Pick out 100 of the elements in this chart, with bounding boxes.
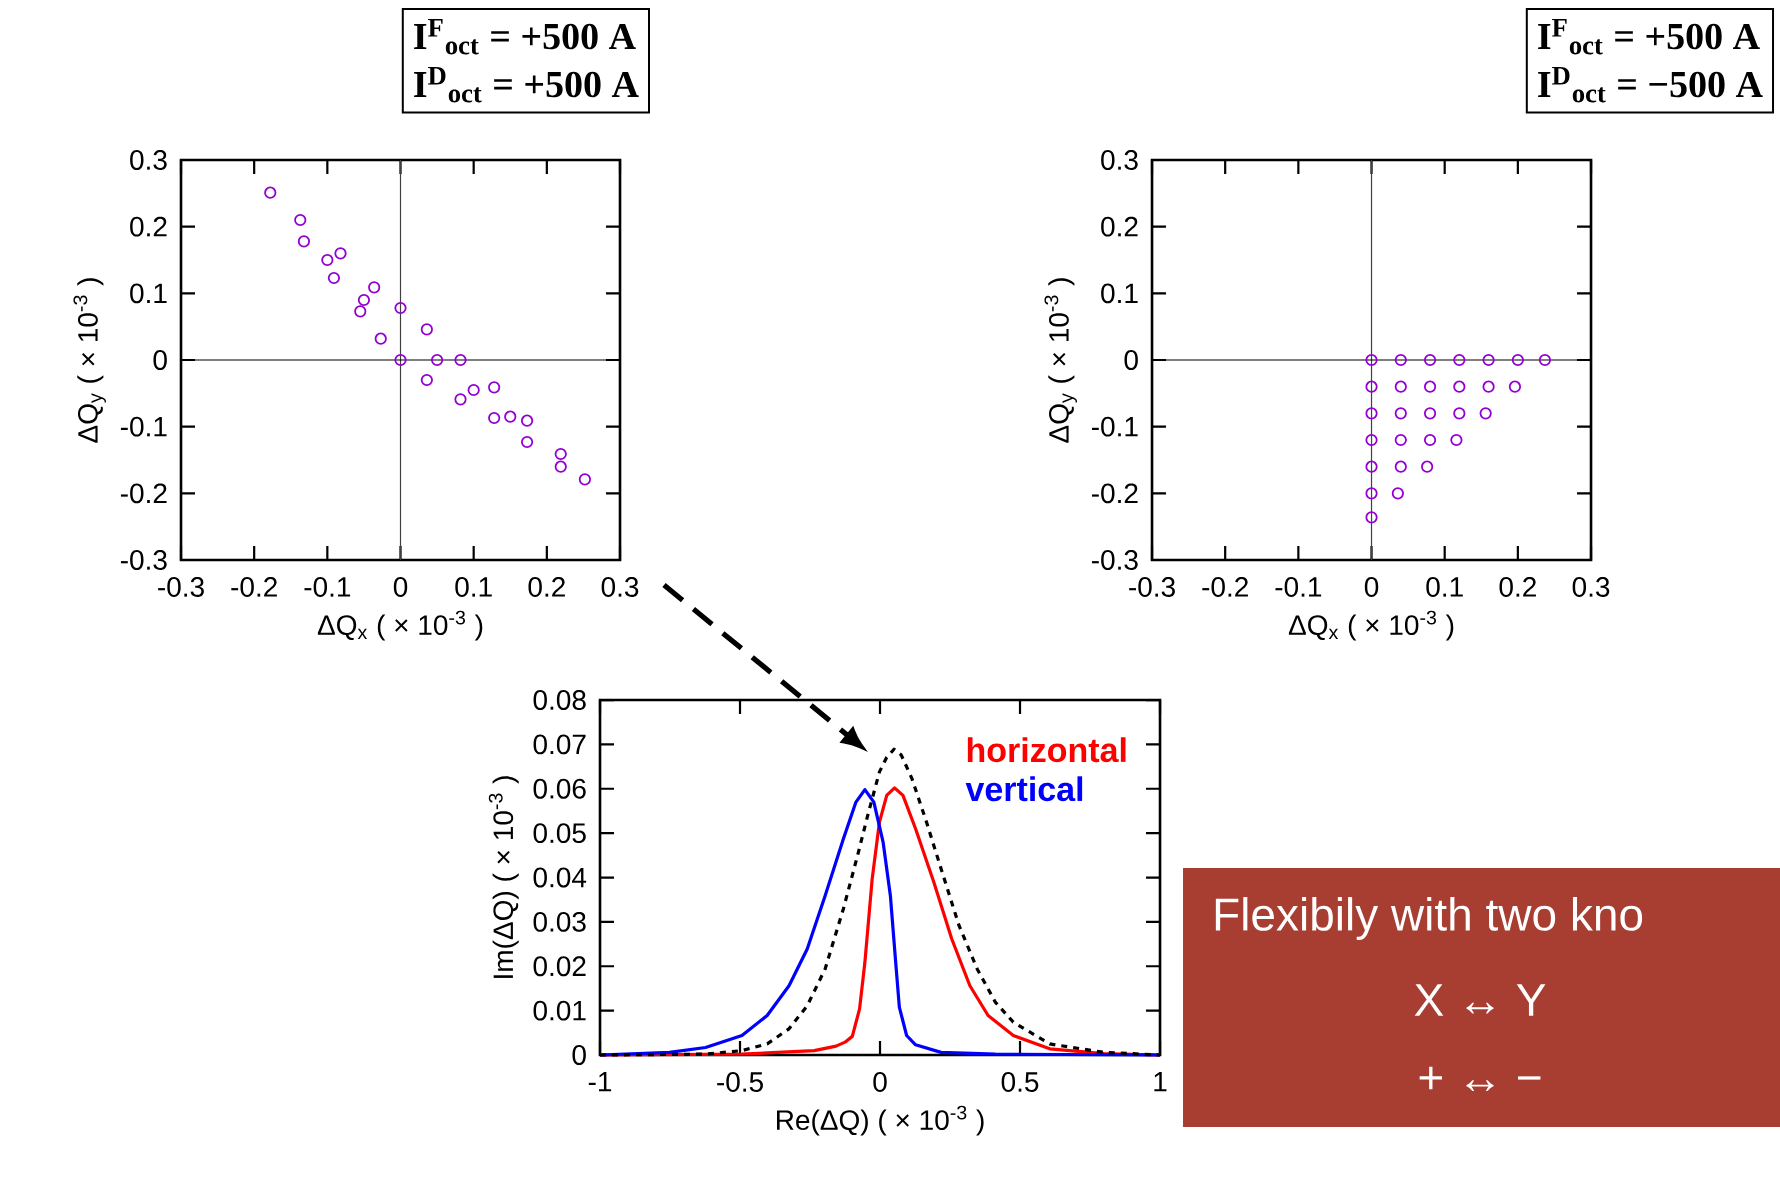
x-axis-title: ΔQ$_{x}$ ( × 10$^{-3}$ ) xyxy=(1288,610,1454,641)
point xyxy=(374,332,387,345)
y-axis-title: Im(ΔQ) ( × 10$^{-3}$ ) xyxy=(488,776,519,978)
point xyxy=(1423,407,1437,420)
y-tick-label: 0 xyxy=(153,350,167,370)
point xyxy=(454,353,467,367)
point xyxy=(1450,433,1463,447)
x-tick-label: 0.2 xyxy=(1499,577,1536,597)
point xyxy=(420,323,433,336)
x-tick-label: 0 xyxy=(873,1072,887,1092)
point xyxy=(354,305,367,318)
x-tick-label: -0.1 xyxy=(304,577,351,597)
y-tick-label: 0.3 xyxy=(1101,150,1138,170)
text: I$^{F}$$_{oct}$ = +500 A xyxy=(1538,19,1760,55)
point xyxy=(520,435,534,449)
point xyxy=(488,381,501,394)
point xyxy=(327,271,341,285)
point xyxy=(264,186,277,199)
y-tick-label: -0.1 xyxy=(120,416,167,437)
point xyxy=(420,373,433,387)
point xyxy=(520,414,534,427)
y-tick-label: 0.2 xyxy=(130,216,167,237)
text: horizontal xyxy=(967,737,1126,763)
y-tick-label: -0.3 xyxy=(1091,550,1138,570)
point xyxy=(1508,380,1522,393)
point xyxy=(554,460,567,473)
point xyxy=(1423,433,1437,447)
point xyxy=(1423,380,1437,393)
point xyxy=(1391,487,1404,500)
point xyxy=(1453,407,1466,420)
x-tick-label: 0.3 xyxy=(601,577,639,597)
y-tick-label: 0.2 xyxy=(1101,216,1138,237)
point xyxy=(1511,353,1524,367)
point xyxy=(1421,460,1434,473)
y-tick-label: 0.07 xyxy=(533,734,586,755)
y-tick-label: 0.3 xyxy=(130,150,167,170)
y-tick-label: -0.1 xyxy=(1091,416,1138,437)
point xyxy=(504,410,517,423)
point xyxy=(1482,380,1495,393)
y-tick-label: -0.2 xyxy=(120,483,167,504)
point xyxy=(554,447,567,461)
point xyxy=(1365,353,1378,367)
point xyxy=(1394,407,1407,420)
point xyxy=(1394,380,1407,393)
text: Flexibily with two kno xyxy=(1215,897,1643,940)
text: vertical xyxy=(965,776,1083,802)
x-tick-label: 0.1 xyxy=(455,577,492,597)
point xyxy=(1479,407,1492,420)
point xyxy=(321,253,334,267)
y-tick-label: 0.06 xyxy=(533,778,586,799)
point xyxy=(1365,487,1378,500)
text: + ↔ − xyxy=(1419,1066,1541,1092)
y-tick-label: 0 xyxy=(572,1045,586,1065)
text: I$^{F}$$_{oct}$ = +500 A xyxy=(414,19,636,55)
text: I$^{D}$$_{oct}$ = −500 A xyxy=(1538,67,1763,103)
y-tick-label: 0.05 xyxy=(533,823,586,844)
y-tick-label: -0.3 xyxy=(120,550,167,570)
point xyxy=(1482,353,1495,367)
point xyxy=(1365,511,1378,524)
x-tick-label: -1 xyxy=(588,1072,612,1092)
point xyxy=(294,213,307,227)
x-tick-label: 0.5 xyxy=(1001,1072,1039,1092)
y-tick-label: 0.01 xyxy=(533,1000,586,1021)
x-axis-title: Re(ΔQ) ( × 10$^{-3}$ ) xyxy=(777,1105,984,1136)
x-tick-label: -0.3 xyxy=(1129,577,1175,597)
y-tick-label: 0.1 xyxy=(130,283,167,304)
y-tick-label: 0.04 xyxy=(533,867,587,888)
x-tick-label: -0.2 xyxy=(1202,577,1248,597)
point xyxy=(357,293,371,307)
point xyxy=(578,473,591,486)
point xyxy=(1394,433,1407,447)
x-tick-label: -0.1 xyxy=(1275,577,1322,597)
y-axis-title: ΔQ$_{y}$ ( × 10$^{-3}$ ) xyxy=(73,278,106,443)
point xyxy=(1394,460,1407,473)
point xyxy=(394,301,407,315)
x-tick-label: 1 xyxy=(1154,1072,1167,1092)
text: X ↔ Y xyxy=(1414,984,1546,1016)
point xyxy=(1365,407,1378,420)
x-tick-label: -0.2 xyxy=(231,577,277,597)
point xyxy=(334,247,347,260)
x-tick-label: -0.5 xyxy=(717,1072,763,1092)
y-tick-label: 0.03 xyxy=(533,911,586,932)
point xyxy=(1394,353,1407,367)
y-axis-title: ΔQ$_{y}$ ( × 10$^{-3}$ ) xyxy=(1044,278,1077,443)
text: I$^{D}$$_{oct}$ = +500 A xyxy=(414,67,639,103)
y-tick-label: 0 xyxy=(1124,350,1138,370)
point xyxy=(394,353,407,367)
x-tick-label: 0.1 xyxy=(1426,577,1463,597)
y-tick-label: -0.2 xyxy=(1091,483,1138,504)
y-tick-label: 0.08 xyxy=(533,690,586,710)
point xyxy=(454,393,467,406)
point xyxy=(1365,380,1378,393)
point xyxy=(1365,460,1378,473)
point xyxy=(1453,353,1466,367)
point xyxy=(1423,353,1437,367)
x-tick-label: 0.3 xyxy=(1572,577,1610,597)
y-tick-label: 0.1 xyxy=(1101,283,1138,304)
point xyxy=(1453,380,1466,393)
point xyxy=(1538,353,1552,367)
x-tick-label: 0 xyxy=(393,577,408,597)
